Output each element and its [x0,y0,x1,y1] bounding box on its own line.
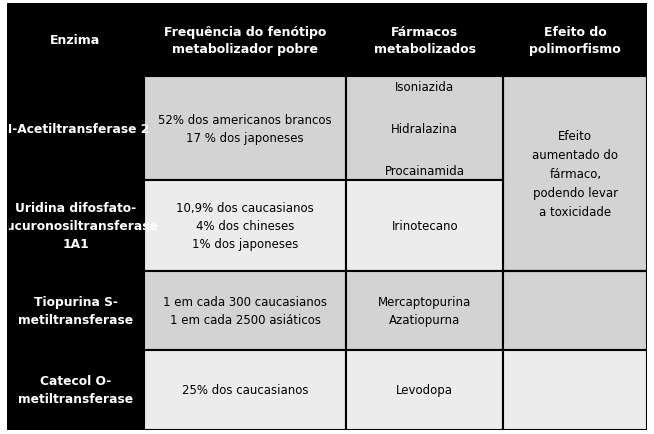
Bar [7,271,145,350]
Text: Frequência do fenótipo
metabolizador pobre: Frequência do fenótipo metabolizador pob… [164,26,326,56]
Text: 1 em cada 300 caucasianos
1 em cada 2500 asiáticos: 1 em cada 300 caucasianos 1 em cada 2500… [164,295,327,326]
Text: 25% dos caucasianos: 25% dos caucasianos [182,383,309,396]
Bar [346,4,504,77]
Bar [7,77,145,181]
Bar [7,350,145,430]
Bar [504,271,647,350]
Text: Efeito do
polimorfismo: Efeito do polimorfismo [530,26,621,56]
Bar [346,181,504,271]
Bar [145,77,346,181]
Bar [346,271,504,350]
Bar [145,271,346,350]
Bar [145,181,346,271]
Bar [145,350,346,430]
Bar [346,350,504,430]
Text: Enzima: Enzima [50,34,101,47]
Text: Mercaptopurina
Azatiopurna: Mercaptopurina Azatiopurna [378,295,472,326]
Bar [504,4,647,77]
Text: Isoniazida

Hidralazina

Procainamida: Isoniazida Hidralazina Procainamida [385,80,465,177]
Text: 52% dos americanos brancos
17 % dos japoneses: 52% dos americanos brancos 17 % dos japo… [158,113,332,144]
Text: Catecol O-
metiltransferase: Catecol O- metiltransferase [18,375,133,405]
Text: Uridina difosfato-
glucuronosiltransferase
1A1: Uridina difosfato- glucuronosiltransfera… [0,201,158,250]
Bar [346,77,504,181]
Bar [7,181,145,271]
Text: Tiopurina S-
metiltransferase: Tiopurina S- metiltransferase [18,295,133,326]
Text: 10,9% dos caucasianos
4% dos chineses
1% dos japoneses: 10,9% dos caucasianos 4% dos chineses 1%… [177,201,314,250]
Text: Levodopa: Levodopa [396,383,453,396]
Text: Efeito
aumentado do
fármaco,
podendo levar
a toxicidade: Efeito aumentado do fármaco, podendo lev… [532,130,618,219]
Text: Fármacos
metabolizados: Fármacos metabolizados [373,26,475,56]
Bar [504,350,647,430]
Text: Irinotecano: Irinotecano [392,219,458,232]
Bar [7,4,145,77]
Bar [145,4,346,77]
Text: N-Acetiltransferase 2: N-Acetiltransferase 2 [2,122,149,135]
Bar [504,77,647,271]
